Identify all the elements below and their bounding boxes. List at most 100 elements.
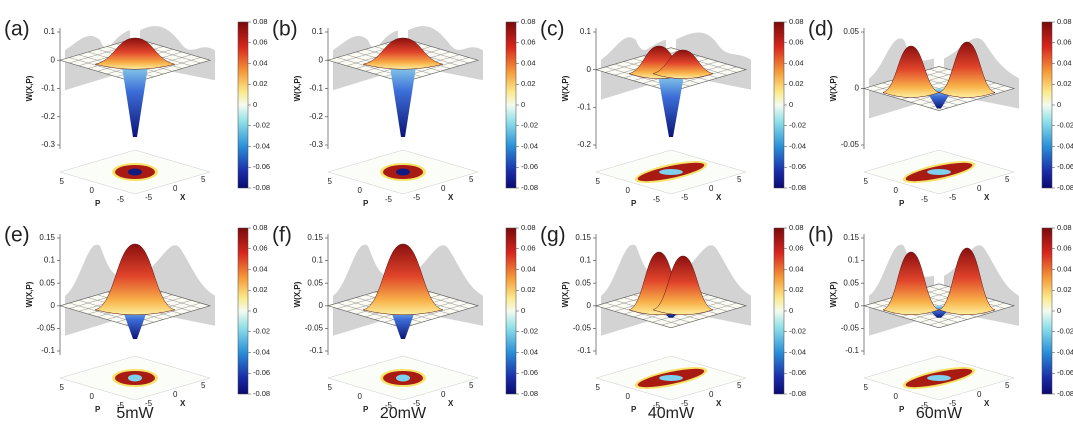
z-tick-label: 0.15 <box>39 233 55 242</box>
colorbar-tick-label: -0.02 <box>1057 327 1073 336</box>
colorbar-tick-label: 0.08 <box>789 17 804 26</box>
colorbar-tick-label: -0.02 <box>521 121 538 130</box>
panel: (h) 0.15 0.1 0.05 0 -0.05 -0.1 W(X,P) 5 0 -5 -5 0 5 P X… <box>808 223 1073 414</box>
colorbar-tick-label: -0.02 <box>253 327 270 336</box>
x-tick-label: 0 <box>709 390 714 399</box>
x-tick-label: -5 <box>949 399 957 408</box>
colorbar-tick-label: -0.06 <box>253 162 270 171</box>
p-tick-label: -5 <box>653 195 661 204</box>
power-label: 60mW <box>916 405 963 422</box>
colorbar-tick-label: 0.08 <box>521 17 536 26</box>
colorbar-tick-label: 0.04 <box>521 58 536 67</box>
colorbar-tick-label: -0.06 <box>253 368 270 377</box>
x-tick-label: 0 <box>173 390 178 399</box>
colorbar <box>505 227 517 395</box>
x-tick-label: 5 <box>1005 175 1010 184</box>
z-axis-label: W(X,P) <box>25 281 34 307</box>
colorbar-tick-label: 0.04 <box>1057 58 1072 67</box>
p-tick-label: -5 <box>117 401 125 410</box>
peak <box>652 255 714 316</box>
colorbar <box>773 21 785 189</box>
p-tick-label: 5 <box>60 177 65 186</box>
colorbar <box>773 227 785 395</box>
colorbar-tick-label: 0.08 <box>253 17 268 26</box>
x-axis-label: X <box>448 399 454 408</box>
colorbar <box>505 21 517 189</box>
panel-label: (c) <box>540 18 565 41</box>
p-tick-label: 5 <box>596 383 601 392</box>
colorbar-tick-label: 0.02 <box>1057 79 1072 88</box>
peak <box>882 45 940 98</box>
z-axis-label: W(X,P) <box>25 75 34 101</box>
p-tick-label: -5 <box>653 401 661 410</box>
panel: (b) 0.1 0 -0.1 -0.2 -0.3 W(X,P) 5 0 -5 -5 0 5 P X 0.08 0… <box>272 17 538 208</box>
colorbar-tick-label: -0.04 <box>789 347 806 356</box>
contour <box>927 169 951 175</box>
colorbar-tick-label: 0.06 <box>253 244 268 253</box>
p-tick-label: -5 <box>385 195 393 204</box>
x-tick-label: -5 <box>145 193 153 202</box>
colorbar-tick-label: -0.08 <box>1057 389 1073 398</box>
p-tick-label: 5 <box>328 177 333 186</box>
colorbar-tick-label: 0 <box>253 100 257 109</box>
x-tick-label: -5 <box>681 193 689 202</box>
z-tick-label: -0.2 <box>309 112 323 121</box>
colorbar-tick-label: -0.06 <box>1057 162 1073 171</box>
peak <box>362 37 444 70</box>
contour <box>396 168 410 176</box>
z-tick-label: -0.05 <box>37 324 56 333</box>
x-tick-label: 5 <box>737 381 742 390</box>
power-label: 40mW <box>648 405 695 422</box>
colorbar-tick-label: 0.02 <box>253 79 268 88</box>
dip <box>657 69 685 137</box>
z-tick-label: -0.05 <box>841 140 860 149</box>
p-axis-label: P <box>899 199 905 208</box>
dip <box>121 60 149 137</box>
plane-grid <box>661 302 737 326</box>
contour <box>128 168 142 176</box>
x-tick-label: 5 <box>201 381 206 390</box>
z-tick-label: 0.05 <box>39 278 55 287</box>
colorbar-tick-label: 0.04 <box>521 264 536 273</box>
x-tick-label: 5 <box>737 175 742 184</box>
contour <box>659 375 683 381</box>
colorbar <box>1041 21 1053 189</box>
z-tick-label: -0.1 <box>309 346 323 355</box>
p-tick-label: -5 <box>921 195 929 204</box>
p-tick-label: -5 <box>385 401 393 410</box>
colorbar-tick-label: -0.02 <box>1057 121 1073 130</box>
contour <box>659 169 683 175</box>
colorbar-tick-label: 0.02 <box>521 285 536 294</box>
colorbar-tick-label: -0.04 <box>1057 347 1073 356</box>
colorbar-tick-label: -0.02 <box>789 327 806 336</box>
x-tick-label: 0 <box>173 184 178 193</box>
colorbar-tick-label: 0 <box>789 100 793 109</box>
z-tick-label: 0.1 <box>848 256 860 265</box>
z-tick-label: -0.1 <box>41 84 55 93</box>
p-axis-label: P <box>95 199 101 208</box>
z-tick-label: 0.1 <box>312 256 324 265</box>
panel: (d) 0.05 0 -0.05 W(X,P) 5 0 -5 -5 0 5 P X 0.08 0.06 0.0… <box>808 17 1073 208</box>
colorbar-tick-label: -0.04 <box>521 141 538 150</box>
colorbar-tick-label: 0.02 <box>789 79 804 88</box>
z-tick-label: 0.1 <box>44 256 56 265</box>
p-tick-label: 0 <box>358 392 363 401</box>
p-axis-label: P <box>631 405 637 414</box>
colorbar-tick-label: 0.04 <box>253 58 268 67</box>
colorbar-tick-label: -0.06 <box>1057 368 1073 377</box>
colorbar-tick-label: 0.02 <box>253 285 268 294</box>
colorbar-tick-label: -0.04 <box>253 141 270 150</box>
panel-label: (f) <box>272 224 292 247</box>
z-axis-label: W(X,P) <box>293 281 302 307</box>
colorbar-tick-label: -0.08 <box>521 183 538 192</box>
z-tick-label: 0.15 <box>843 233 859 242</box>
colorbar-tick-label: -0.08 <box>1057 183 1073 192</box>
x-axis-label: X <box>448 193 454 202</box>
p-axis-label: P <box>363 199 369 208</box>
x-tick-label: 5 <box>201 175 206 184</box>
z-tick-label: -0.1 <box>577 102 591 111</box>
z-tick-label: -0.1 <box>577 346 591 355</box>
z-axis-label: W(X,P) <box>561 281 570 307</box>
colorbar-tick-label: -0.04 <box>253 347 270 356</box>
